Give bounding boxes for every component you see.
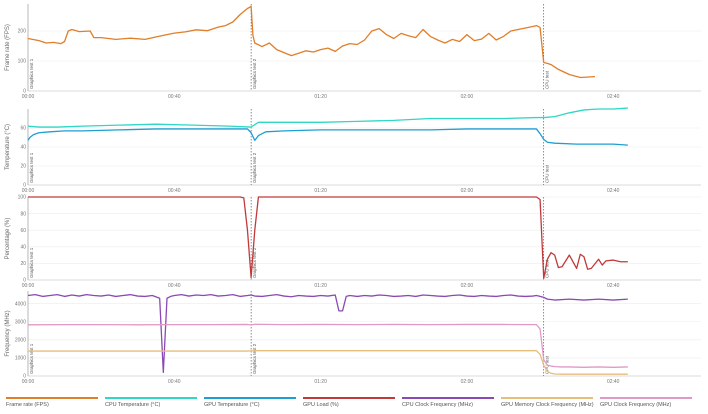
series-line-1 [28,196,628,279]
test-marker-label: CPU test [545,164,550,183]
chart-legend: Frame rate (FPS) CPU Temperature (°C) GP… [0,396,708,414]
y-tick-label: 100 [18,59,27,65]
legend-label: GPU Clock Frequency (MHz) [600,402,672,408]
x-tick-label: 01:20 [314,94,327,100]
x-tick-label: 00:00 [22,94,35,100]
x-tick-label: 02:00 [461,283,474,289]
x-tick-label: 01:20 [314,188,327,194]
legend-item-frame-rate: Frame rate (FPS) [0,396,99,414]
legend-swatch [6,397,98,399]
y-tick-label: 3000 [15,319,26,325]
y-tick-label: 100 [18,195,27,201]
x-tick-label: 00:00 [22,283,35,289]
legend-label: CPU Clock Frequency (MHz) [402,402,473,408]
y-tick-label: 2000 [15,338,26,344]
test-marker-label: Graphics test 2 [252,343,257,374]
legend-swatch [303,397,395,399]
test-marker-label: Graphics test 1 [29,152,34,183]
y-tick-label: 20 [20,261,26,267]
legend-label: CPU Temperature (°C) [105,402,161,408]
test-marker-label: Graphics test 1 [29,247,34,278]
legend-item-gpu-temperature: GPU Temperature (°C) [198,396,297,414]
legend-swatch [501,397,593,399]
y-axis-label: Frame rate (FPS) [5,24,11,71]
legend-swatch [600,397,692,399]
y-axis-label: Temperature (°C) [5,124,11,170]
y-tick-label: 4000 [15,301,26,307]
x-tick-label: 02:40 [607,283,620,289]
series-line-1 [27,107,628,128]
x-tick-label: 02:40 [607,188,620,194]
y-axis-label: Percentage (%) [5,218,11,260]
legend-item-cpu-clock: CPU Clock Frequency (MHz) [396,396,495,414]
series-line-1 [27,5,595,79]
y-tick-label: 80 [20,211,26,217]
series-line-1 [27,293,628,374]
x-tick-label: 01:20 [314,379,327,385]
x-tick-label: 00:40 [168,94,181,100]
chart-panel-1: 0 100 200 00:00 00:40 01:20 02:00 02:40 Frame ra… [5,4,701,100]
y-tick-label: 1000 [15,356,26,362]
legend-label: Frame rate (FPS) [6,402,49,408]
legend-label: GPU Load (%) [303,402,339,408]
legend-swatch [402,397,494,399]
test-marker-label: CPU test [545,70,550,89]
y-axis-label: Frequency (MHz) [5,310,11,356]
chart-panel-4: 0 1000 2000 3000 4000 00:00 00:40 01:20 02:00 02:… [5,291,701,385]
chart-panel-3: 0 20 40 60 80 100 00:00 00:40 01:20 02:00 02:40 Per… [5,195,701,289]
plot-area [28,197,701,280]
y-tick-label: 20 [20,164,26,170]
x-tick-label: 00:00 [22,188,35,194]
x-tick-label: 02:00 [461,379,474,385]
test-marker-label: Graphics test 1 [29,343,34,374]
y-tick-label: 40 [20,245,26,251]
test-marker-label: Graphics test 2 [252,58,257,89]
test-marker-label: Graphics test 1 [29,58,34,89]
chart-panel-2: 0 20 40 60 00:00 00:40 01:20 02:00 02:40 Temperat… [5,107,701,194]
test-marker-label: Graphics test 2 [252,247,257,278]
legend-label: GPU Temperature (°C) [204,402,260,408]
legend-item-gpu-load: GPU Load (%) [297,396,396,414]
series-line-3 [27,323,628,368]
test-marker-label: Graphics test 2 [252,152,257,183]
x-tick-label: 02:40 [607,379,620,385]
y-tick-label: 60 [20,126,26,132]
series-line-2 [27,128,628,146]
y-tick-label: 0 [23,89,26,95]
plot-area [28,4,701,91]
legend-item-gpu-clock: GPU Clock Frequency (MHz) [594,396,693,414]
test-marker-label: CPU test [545,259,550,278]
y-tick-label: 60 [20,228,26,234]
y-tick-label: 0 [23,278,26,284]
y-tick-label: 0 [23,374,26,380]
legend-swatch [204,397,296,399]
plot-area [28,291,701,376]
y-tick-label: 40 [20,145,26,151]
x-tick-label: 00:40 [168,379,181,385]
legend-swatch [105,397,197,399]
legend-label: GPU Memory Clock Frequency (MHz) [501,402,594,408]
x-tick-label: 02:00 [461,94,474,100]
x-tick-label: 00:40 [168,188,181,194]
y-tick-label: 200 [18,29,27,35]
x-tick-label: 00:40 [168,283,181,289]
x-tick-label: 02:00 [461,188,474,194]
x-tick-label: 02:40 [607,94,620,100]
y-tick-label: 0 [23,183,26,189]
legend-item-cpu-temperature: CPU Temperature (°C) [99,396,198,414]
series-line-2 [28,350,628,375]
legend-item-gpu-memory-clock: GPU Memory Clock Frequency (MHz) [495,396,594,414]
x-tick-label: 01:20 [314,283,327,289]
x-tick-label: 00:00 [22,379,35,385]
